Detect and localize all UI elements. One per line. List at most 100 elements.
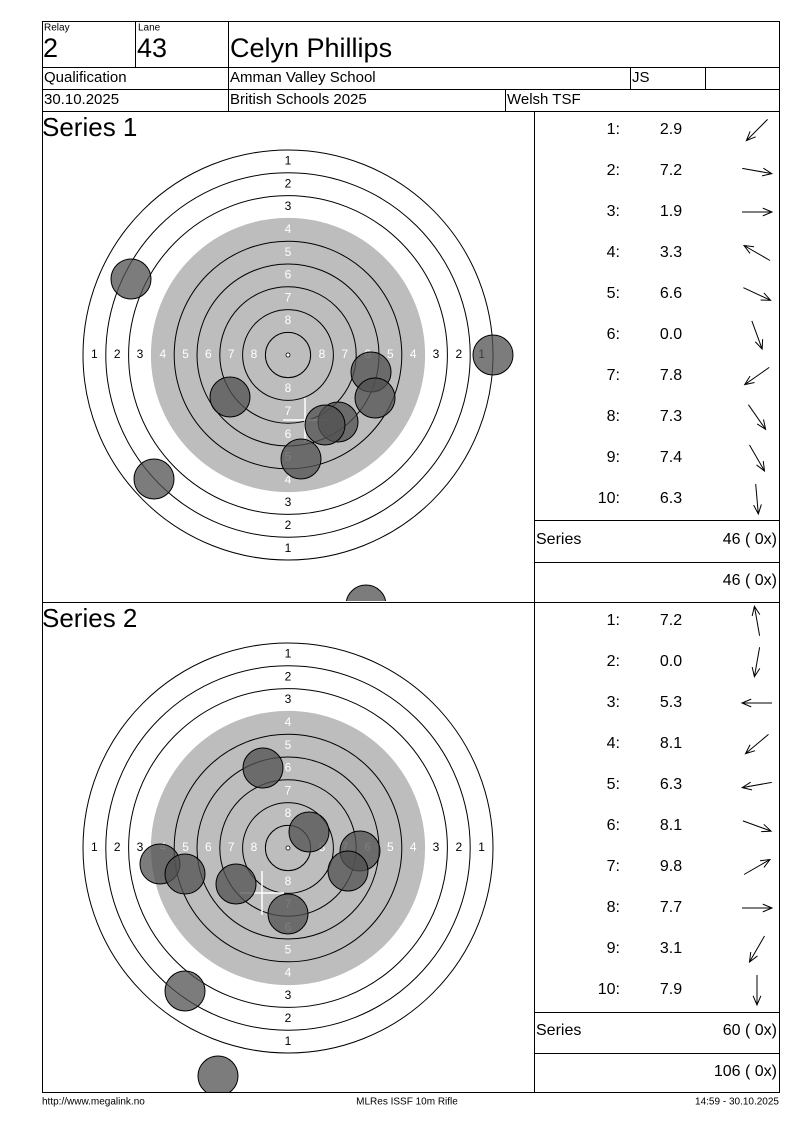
shot-number: 8: [607,899,620,916]
ring-label: 1 [285,541,292,555]
footer-software: MLRes ISSF 10m Rifle [356,1097,458,1108]
shot-score: 5.3 [660,694,682,711]
target-ring [219,286,357,424]
ring-label: 1 [91,347,98,361]
shot-score: 7.8 [660,367,682,384]
ring-label: 2 [285,176,292,190]
shot-direction [740,698,772,708]
shot-score: 7.9 [660,981,682,998]
shot-score: 1.9 [660,203,682,220]
shot-hole [164,970,206,1012]
shot-number: 9: [607,449,620,466]
ring-label: 8 [285,313,292,327]
ring-label: 8 [251,347,258,361]
shot-number: 5: [607,776,620,793]
shot-direction [742,903,774,913]
target-ring [150,217,426,493]
ring-label: 8 [285,874,292,888]
series-total-label: Series [536,1022,581,1039]
ring-label: 7 [341,347,348,361]
ring-label: 3 [433,840,440,854]
shot-hole [472,334,514,376]
relay: 2 [43,33,58,63]
shot-number: 1: [607,121,620,138]
ring-label: 2 [455,840,462,854]
footer-url: http://www.megalink.no [42,1097,145,1108]
shot-number: 9: [607,940,620,957]
ring-label: 5 [387,840,394,854]
ring-label: 7 [285,783,292,797]
shot-number: 6: [607,326,620,343]
ring-label: 5 [387,347,394,361]
ring-label: 1 [478,840,485,854]
date: 30.10.2025 [44,91,119,108]
series-total: 46 ( 0x) [723,531,777,548]
shot-hole [242,747,284,789]
shot-direction [753,484,762,516]
shot-direction [747,404,767,431]
shot-number: 1: [607,612,620,629]
shot-hole [215,863,257,905]
shot-hole [133,458,175,500]
ring-label: 4 [285,965,292,979]
shot-direction [751,604,761,636]
shot-direction [742,820,773,833]
shot-hole [164,853,206,895]
shot-direction [744,733,769,755]
shot-direction [740,781,772,791]
ring-label: 3 [137,347,144,361]
shot-score: 0.0 [660,326,682,343]
lane: 43 [137,33,167,63]
shot-direction [743,287,772,301]
ring-label: 7 [285,404,292,418]
shot-number: 2: [607,162,620,179]
ring-label: 2 [455,347,462,361]
shot-hole [267,893,309,935]
ring-label: 3 [285,988,292,1002]
club: Welsh TSF [507,91,581,108]
shot-hole [354,377,396,419]
shot-direction [742,207,774,217]
event: Qualification [44,69,127,86]
shot-score: 7.3 [660,408,682,425]
target: 11112222333344445555666677778888 [82,642,494,1092]
ring-label: 3 [137,840,144,854]
ring-label: 3 [285,199,292,213]
ring-label: 4 [159,347,166,361]
shot-hole [288,811,330,853]
shot-hole [327,850,369,892]
shot-score: 6.6 [660,285,682,302]
shot-direction [748,935,765,964]
shot-number: 8: [607,408,620,425]
shot-direction [751,647,761,679]
shot-direction [751,320,764,351]
shot-hole [197,1055,239,1092]
ring-label: 5 [285,245,292,259]
footer-timestamp: 14:59 - 30.10.2025 [695,1097,779,1108]
shot-score: 6.3 [660,776,682,793]
initials: JS [632,69,650,86]
target-center [285,845,291,851]
series-title: Series 2 [42,603,137,633]
cumulative-total: 106 ( 0x) [714,1063,777,1080]
grid-lines [42,21,780,1093]
ring-label: 6 [285,761,292,775]
ring-label: 1 [285,154,292,168]
shot-number: 4: [607,735,620,752]
shot-score: 8.1 [660,735,682,752]
ring-label: 7 [228,840,235,854]
shot-number: 3: [607,203,620,220]
shot-number: 6: [607,817,620,834]
target-ring [173,733,403,963]
ring-label: 3 [285,692,292,706]
shot-score: 3.3 [660,244,682,261]
ring-label: 2 [114,840,121,854]
target: 11112222333344445555666677778888 [82,149,514,601]
ring-label: 6 [205,347,212,361]
ring-label: 4 [285,472,292,486]
ring-label: 8 [285,806,292,820]
series-title: Series 1 [42,112,137,142]
series-total: 60 ( 0x) [723,1022,777,1039]
ring-label: 1 [285,647,292,661]
